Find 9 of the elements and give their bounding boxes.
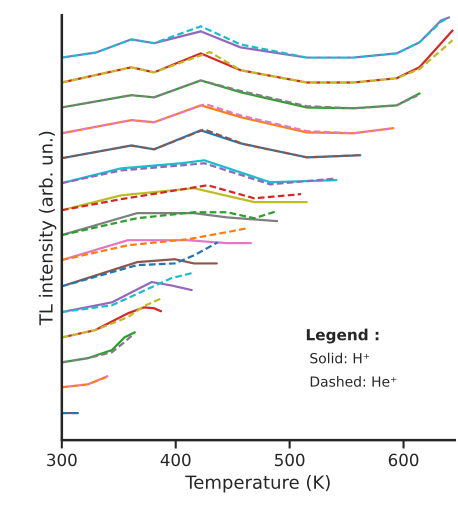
x-tick-label: 600 xyxy=(388,454,418,466)
x-tick-label: 400 xyxy=(160,454,191,466)
x-tick-label: 300 xyxy=(47,454,77,466)
annotation: Dashed: He⁺ xyxy=(310,376,396,387)
y-axis-title: TL intensity (arb. un.) xyxy=(38,132,56,326)
annotation: Solid: H⁺ xyxy=(310,352,370,364)
annotation: Legend : xyxy=(306,328,378,344)
x-axis-title: Temperature (K) xyxy=(185,475,330,492)
x-tick-label: 500 xyxy=(275,454,304,466)
